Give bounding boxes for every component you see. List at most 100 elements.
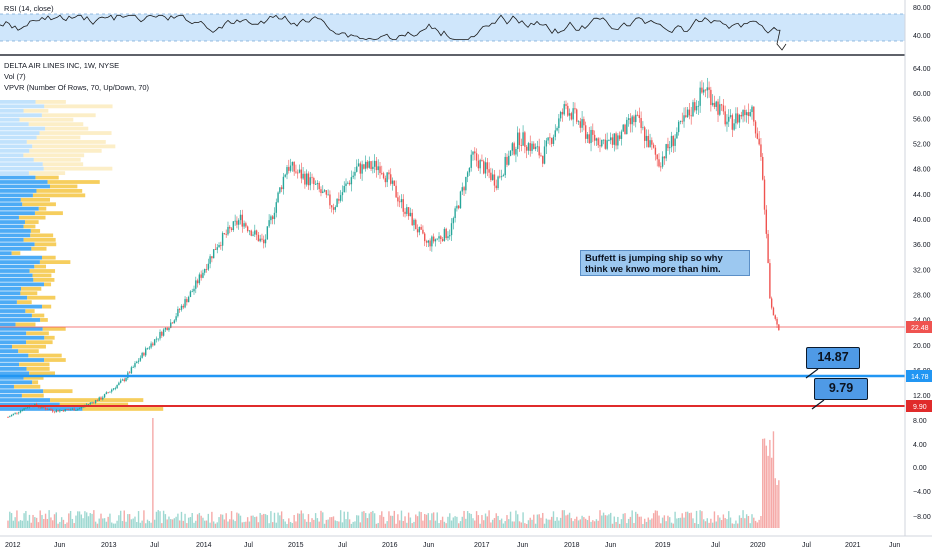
time-axis[interactable]: 2012 Jun 2013 Jul 2014 Jul 2015 Jul 2016 Jun 2017 J… xyxy=(5,542,900,549)
volume-bar xyxy=(238,513,240,528)
candle-body xyxy=(94,400,97,404)
volume-bar xyxy=(576,516,578,528)
candle-body xyxy=(393,180,396,186)
candle-body xyxy=(654,147,657,155)
rsi-tick-label: 40.00 xyxy=(913,33,931,40)
candle-body xyxy=(713,102,716,107)
candle-body xyxy=(667,144,669,149)
volume-bar xyxy=(379,515,381,528)
candle-body xyxy=(425,241,428,243)
volume-bar xyxy=(416,516,419,528)
volume-bar xyxy=(762,438,764,528)
volume-bar xyxy=(763,438,766,528)
volume-bar xyxy=(427,513,429,528)
candle-body xyxy=(538,146,540,156)
vpvr-bar-down xyxy=(34,211,63,216)
vpvr-bar-down xyxy=(34,264,47,269)
volume-bar xyxy=(127,514,129,528)
candle-body xyxy=(445,228,447,238)
candle-body xyxy=(731,115,734,130)
volume-bar xyxy=(137,511,140,528)
candle-body xyxy=(676,132,678,139)
volume-bar xyxy=(204,520,206,528)
volume-bar xyxy=(112,523,115,528)
volume-bar xyxy=(273,512,276,528)
vpvr-bar-up xyxy=(0,135,37,140)
volume-bar xyxy=(695,510,698,528)
vpvr-bar-down xyxy=(32,380,39,385)
candle-body xyxy=(606,140,608,149)
volume-bar xyxy=(116,520,118,528)
volume-bar xyxy=(334,520,336,528)
price-axis[interactable]: 64.00 60.00 56.00 52.00 48.00 44.00 40.00 36.00… xyxy=(904,0,931,536)
candle-body xyxy=(611,137,614,145)
candle-body xyxy=(212,249,215,259)
volume-bar xyxy=(434,520,437,528)
candle-body xyxy=(477,160,480,169)
volume-bar xyxy=(69,510,72,528)
candle-body xyxy=(749,112,751,116)
volume-bar xyxy=(193,522,195,528)
volume-bar xyxy=(554,520,556,528)
candle-body xyxy=(314,184,317,185)
candle-body xyxy=(466,172,469,177)
candle-body xyxy=(484,162,487,174)
candle-body xyxy=(139,357,142,361)
volume-bar xyxy=(542,512,544,528)
time-tick-label: 2015 xyxy=(288,542,304,549)
candle-body xyxy=(221,233,224,246)
candle-body xyxy=(246,226,249,231)
candle-body xyxy=(409,212,412,217)
candle-body xyxy=(726,121,728,125)
vpvr-bar-down xyxy=(43,166,113,171)
candle-body xyxy=(339,195,342,201)
candle-body xyxy=(758,138,760,145)
candle-body xyxy=(618,135,621,139)
candle-body xyxy=(558,118,560,128)
candle-body xyxy=(53,411,56,413)
candle-body xyxy=(189,291,192,298)
candle-body xyxy=(434,239,437,242)
candle-body xyxy=(699,87,701,106)
volume-bar xyxy=(230,511,233,528)
candle-body xyxy=(760,144,762,157)
candle-body xyxy=(692,102,694,117)
volume-bar xyxy=(488,510,490,528)
candle-body xyxy=(536,146,539,148)
price-flag-upper[interactable]: 14.87 xyxy=(806,347,860,369)
volume-bar xyxy=(529,517,531,528)
volume-bar xyxy=(756,522,759,528)
volume-bar xyxy=(559,517,562,528)
vpvr-bar-up xyxy=(0,326,43,331)
volume-bar xyxy=(626,523,628,528)
candle-body xyxy=(125,377,127,382)
volume-bar xyxy=(645,521,648,528)
rsi-tick-label: 80.00 xyxy=(913,5,931,12)
candle-body xyxy=(316,182,319,185)
vpvr-bar-up xyxy=(0,318,41,322)
candle-body xyxy=(581,119,583,128)
candle-body xyxy=(218,244,220,248)
candle-body xyxy=(724,111,726,125)
volume-bar xyxy=(26,520,29,528)
volume-bar xyxy=(191,512,193,528)
vpvr-bar-down xyxy=(29,269,56,273)
price-flag-lower[interactable]: 9.79 xyxy=(814,378,868,400)
candle-body xyxy=(386,172,388,183)
volume-bar xyxy=(495,513,497,528)
vpvr-bar-up xyxy=(0,148,30,153)
candle-body xyxy=(136,361,138,364)
candle-body xyxy=(432,236,435,242)
candle-body xyxy=(44,407,47,410)
volume-bar xyxy=(583,517,585,528)
candle-body xyxy=(735,113,737,124)
volume-bar xyxy=(84,511,86,528)
volume-bar xyxy=(518,521,521,528)
volume-bar xyxy=(91,513,93,528)
vpvr-bar-down xyxy=(33,157,81,162)
volume-bar xyxy=(377,522,379,528)
volume-bar xyxy=(363,511,365,528)
annotation-note[interactable]: Buffett is jumping ship so why think we … xyxy=(580,250,750,276)
candle-body xyxy=(87,404,90,405)
